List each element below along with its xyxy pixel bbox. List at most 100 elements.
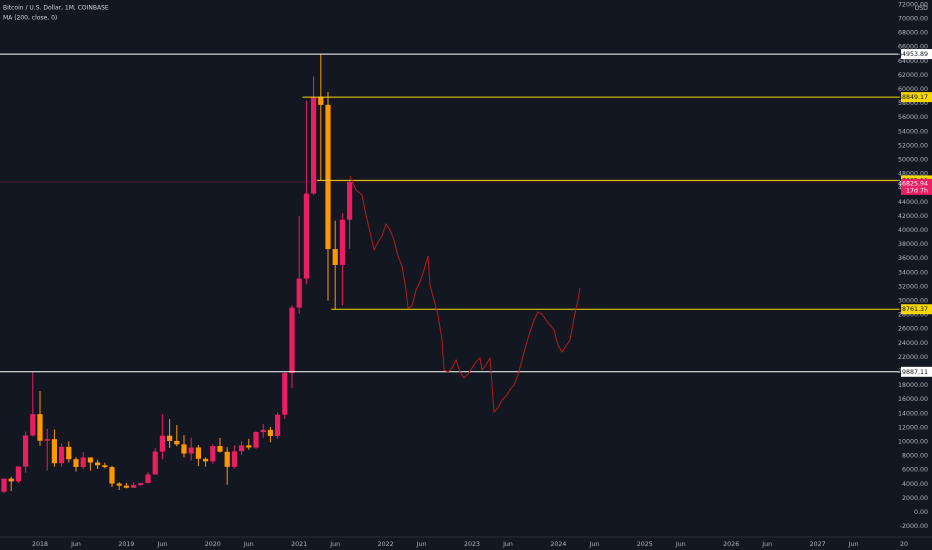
y-tick-label: -2000.00 xyxy=(900,523,928,530)
projection-drawing xyxy=(349,175,581,414)
level-price-tag xyxy=(901,304,932,315)
y-tick-label: 2000.00 xyxy=(902,495,928,502)
candle-body xyxy=(37,414,43,441)
y-tick-label: 10000.00 xyxy=(898,439,928,446)
candle-body xyxy=(217,446,223,452)
candle-body xyxy=(311,97,317,194)
x-tick-label: 2018 xyxy=(32,541,48,548)
x-tick-label: Jun xyxy=(156,541,167,548)
y-tick-label: 58000.00 xyxy=(898,100,928,107)
x-tick-label: Jun xyxy=(70,541,81,548)
x-tick-label: Jun xyxy=(416,541,427,548)
candle-body xyxy=(174,440,180,445)
candle-body xyxy=(203,458,209,462)
last-price-tag xyxy=(901,178,932,195)
level-price-label: 28761.37 xyxy=(898,306,928,313)
x-tick-label: 2022 xyxy=(378,541,394,548)
candle-body xyxy=(123,485,129,488)
y-tick-label: 4000.00 xyxy=(902,481,928,488)
y-tick-label: 32000.00 xyxy=(898,283,928,290)
candle-body xyxy=(8,478,14,482)
candle-body xyxy=(138,483,144,486)
chart-title: Bitcoin / U.S. Dollar, 1M, COINBASE xyxy=(3,5,109,12)
plot-area xyxy=(0,53,900,493)
x-tick-label: 2020 xyxy=(205,541,221,548)
candle-body xyxy=(73,459,79,467)
candle-body xyxy=(246,445,252,448)
y-tick-label: 34000.00 xyxy=(898,269,928,276)
currency-label: USD xyxy=(915,5,929,12)
candle-body xyxy=(1,478,7,492)
y-tick-label: 62000.00 xyxy=(898,72,928,79)
candle-body xyxy=(339,219,345,265)
y-tick-label: 6000.00 xyxy=(902,467,928,474)
x-tick-label: Jun xyxy=(243,541,254,548)
axis-group: -2000.00 0.00 2000.00 4000.00 6000.00 8000.00… xyxy=(32,1,932,548)
candle-body xyxy=(102,465,108,468)
y-tick-label: 36000.00 xyxy=(898,255,928,262)
y-tick-label: 70000.00 xyxy=(898,15,928,22)
candle-body xyxy=(80,457,86,467)
candle-body xyxy=(145,474,151,484)
candle-body xyxy=(303,193,309,279)
y-tick-label: 22000.00 xyxy=(898,354,928,361)
y-tick-label: 42000.00 xyxy=(898,213,928,220)
candle-body xyxy=(347,181,353,220)
candle-body xyxy=(109,467,115,484)
candle-body xyxy=(51,439,57,464)
y-tick-label: 30000.00 xyxy=(898,298,928,305)
y-tick-label: 8000.00 xyxy=(902,453,928,460)
candle-body xyxy=(289,307,295,374)
x-tick-label: 2025 xyxy=(637,541,653,548)
candle-body xyxy=(224,451,230,467)
y-tick-label: 54000.00 xyxy=(898,128,928,135)
y-tick-label: 24000.00 xyxy=(898,340,928,347)
x-tick-label: Jun xyxy=(329,541,340,548)
candle-body xyxy=(231,451,237,467)
candle-body xyxy=(267,429,273,437)
candle-body xyxy=(87,457,93,463)
candle-body xyxy=(282,373,288,415)
level-price-label: 64953.89 xyxy=(898,51,928,58)
level-price-label: 19887.11 xyxy=(898,369,928,376)
x-tick-label: 2026 xyxy=(723,541,739,548)
candle-body xyxy=(59,446,65,464)
y-tick-label: 16000.00 xyxy=(898,396,928,403)
x-tick-label: Jun xyxy=(848,541,859,548)
candle-body xyxy=(253,432,259,448)
level-price-tag xyxy=(901,92,932,103)
last-price-label: 46825.94 xyxy=(898,180,928,187)
x-tick-label: 2027 xyxy=(810,541,826,548)
y-tick-label: 12000.00 xyxy=(898,424,928,431)
y-tick-label: 0.00 xyxy=(914,509,928,516)
countdown-label: 17d 7h xyxy=(906,187,928,194)
x-tick-label: 2021 xyxy=(291,541,307,548)
candle-body xyxy=(275,414,281,437)
y-tick-label: 64000.00 xyxy=(898,58,928,65)
candle-body xyxy=(23,435,29,467)
level-price-tag xyxy=(901,49,932,60)
y-tick-label: 38000.00 xyxy=(898,241,928,248)
y-tick-label: 40000.00 xyxy=(898,227,928,234)
y-tick-label: 26000.00 xyxy=(898,326,928,333)
x-tick-label: 20 xyxy=(900,541,908,548)
y-tick-label: 48000.00 xyxy=(898,171,928,178)
x-tick-label: Jun xyxy=(761,541,772,548)
candle-body xyxy=(181,444,187,454)
candle-body xyxy=(15,466,21,482)
y-tick-label: 50000.00 xyxy=(898,156,928,163)
candle-body xyxy=(332,249,338,265)
indicator-label: MA (200, close, 0) xyxy=(3,15,57,22)
candle-body xyxy=(239,445,245,452)
candle-body xyxy=(131,485,137,488)
candle-body xyxy=(152,451,158,475)
x-tick-label: 2019 xyxy=(118,541,134,548)
candle-body xyxy=(188,447,194,454)
candle-body xyxy=(195,447,201,459)
candle-body xyxy=(318,97,324,105)
candle-body xyxy=(44,439,50,441)
price-axis xyxy=(900,0,932,537)
candle-body xyxy=(159,435,165,452)
